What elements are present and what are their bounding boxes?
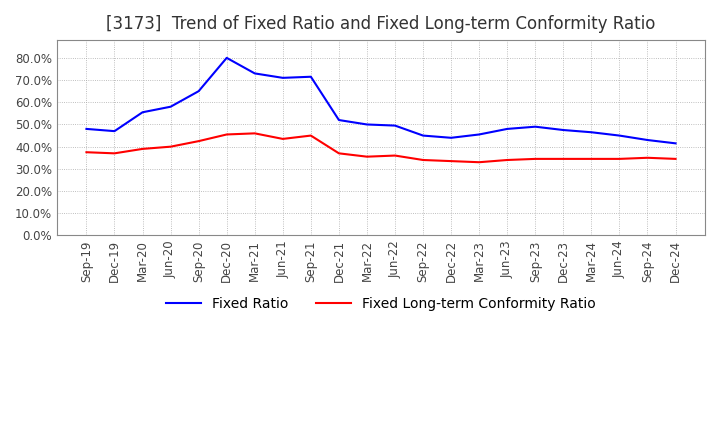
Fixed Ratio bbox=[559, 128, 567, 133]
Fixed Ratio bbox=[363, 122, 372, 127]
Fixed Long-term Conformity Ratio bbox=[110, 150, 119, 156]
Fixed Ratio bbox=[671, 141, 680, 146]
Fixed Long-term Conformity Ratio bbox=[307, 133, 315, 138]
Fixed Long-term Conformity Ratio bbox=[671, 156, 680, 161]
Fixed Long-term Conformity Ratio bbox=[391, 153, 400, 158]
Fixed Ratio bbox=[503, 126, 511, 132]
Fixed Ratio bbox=[222, 55, 231, 61]
Line: Fixed Long-term Conformity Ratio: Fixed Long-term Conformity Ratio bbox=[86, 133, 675, 162]
Fixed Ratio bbox=[82, 126, 91, 132]
Fixed Long-term Conformity Ratio bbox=[503, 158, 511, 163]
Fixed Ratio bbox=[447, 135, 456, 140]
Fixed Ratio bbox=[335, 117, 343, 123]
Fixed Long-term Conformity Ratio bbox=[587, 156, 595, 161]
Fixed Long-term Conformity Ratio bbox=[447, 158, 456, 164]
Fixed Long-term Conformity Ratio bbox=[194, 139, 203, 144]
Title: [3173]  Trend of Fixed Ratio and Fixed Long-term Conformity Ratio: [3173] Trend of Fixed Ratio and Fixed Lo… bbox=[107, 15, 656, 33]
Fixed Long-term Conformity Ratio bbox=[251, 131, 259, 136]
Legend: Fixed Ratio, Fixed Long-term Conformity Ratio: Fixed Ratio, Fixed Long-term Conformity … bbox=[161, 291, 601, 316]
Fixed Ratio bbox=[531, 124, 539, 129]
Fixed Ratio bbox=[194, 88, 203, 94]
Fixed Long-term Conformity Ratio bbox=[559, 156, 567, 161]
Fixed Long-term Conformity Ratio bbox=[222, 132, 231, 137]
Fixed Long-term Conformity Ratio bbox=[531, 156, 539, 161]
Fixed Ratio bbox=[391, 123, 400, 128]
Fixed Ratio bbox=[110, 128, 119, 134]
Fixed Ratio bbox=[615, 133, 624, 138]
Fixed Long-term Conformity Ratio bbox=[475, 160, 484, 165]
Fixed Long-term Conformity Ratio bbox=[279, 136, 287, 142]
Fixed Long-term Conformity Ratio bbox=[82, 150, 91, 155]
Fixed Ratio bbox=[587, 130, 595, 135]
Fixed Ratio bbox=[138, 110, 147, 115]
Fixed Long-term Conformity Ratio bbox=[363, 154, 372, 159]
Fixed Ratio bbox=[166, 104, 175, 110]
Fixed Ratio bbox=[475, 132, 484, 137]
Line: Fixed Ratio: Fixed Ratio bbox=[86, 58, 675, 143]
Fixed Long-term Conformity Ratio bbox=[615, 156, 624, 161]
Fixed Long-term Conformity Ratio bbox=[166, 144, 175, 149]
Fixed Long-term Conformity Ratio bbox=[335, 150, 343, 156]
Fixed Long-term Conformity Ratio bbox=[419, 158, 428, 163]
Fixed Ratio bbox=[251, 71, 259, 76]
Fixed Ratio bbox=[279, 75, 287, 81]
Fixed Long-term Conformity Ratio bbox=[138, 146, 147, 151]
Fixed Ratio bbox=[643, 137, 652, 143]
Fixed Long-term Conformity Ratio bbox=[643, 155, 652, 161]
Fixed Ratio bbox=[307, 74, 315, 79]
Fixed Ratio bbox=[419, 133, 428, 138]
